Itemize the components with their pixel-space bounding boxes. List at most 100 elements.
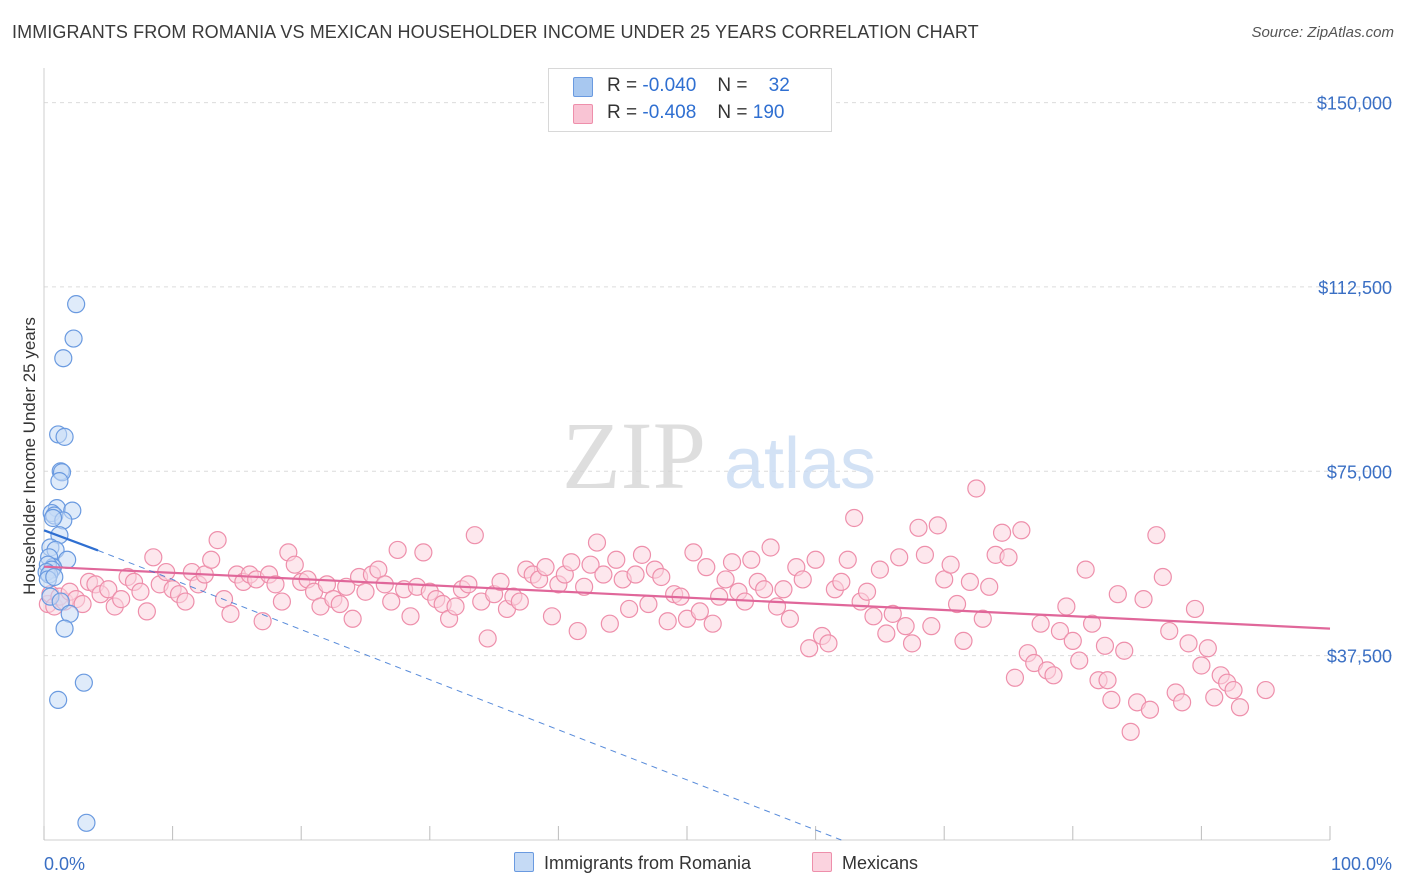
point-mexicans: [774, 580, 793, 599]
point-mexicans: [99, 580, 118, 599]
point-mexicans: [1102, 690, 1121, 709]
point-mexicans: [1173, 693, 1192, 712]
point-mexicans: [575, 577, 594, 596]
point-mexicans: [388, 540, 407, 560]
legend-swatch-romania: [573, 77, 593, 97]
point-mexicans: [703, 614, 722, 633]
point-mexicans: [915, 545, 935, 564]
point-mexicans: [1082, 614, 1102, 633]
legend-n-value: 190: [752, 102, 785, 123]
bottom-legend-mexicans[interactable]: Mexicans: [812, 852, 918, 874]
legend-n-label: N =: [717, 102, 748, 123]
chart-title: IMMIGRANTS FROM ROMANIA VS MEXICAN HOUSE…: [12, 22, 979, 42]
point-mexicans: [755, 580, 774, 599]
point-mexicans: [356, 582, 375, 601]
point-mexicans: [202, 550, 221, 569]
point-mexicans: [999, 548, 1018, 567]
point-mexicans: [1115, 641, 1134, 660]
point-mexicans: [562, 553, 581, 572]
point-mexicans: [272, 592, 292, 611]
point-mexicans: [626, 565, 645, 584]
point-mexicans: [459, 575, 478, 594]
point-mexicans: [1070, 651, 1089, 670]
point-mexicans: [832, 572, 851, 592]
point-mexicans: [890, 548, 909, 567]
point-mexicans: [1153, 567, 1172, 587]
point-romania: [55, 619, 74, 638]
point-mexicans: [767, 597, 787, 616]
point-mexicans: [980, 577, 999, 596]
point-mexicans: [1057, 597, 1076, 616]
x-tick-label: 100.0%: [1331, 854, 1392, 874]
point-mexicans: [1044, 666, 1063, 685]
point-romania: [74, 673, 93, 692]
point-mexicans: [343, 609, 362, 628]
legend-n-value: 32: [768, 75, 790, 96]
point-romania: [54, 349, 73, 368]
point-mexicans: [382, 592, 401, 611]
point-mexicans: [330, 594, 349, 614]
point-mexicans: [510, 592, 529, 611]
point-mexicans: [1205, 688, 1224, 707]
legend-swatch-mexicans: [573, 104, 593, 124]
tick-labels: $37,500 $75,000 $112,500 $150,000 0.0% 100.0%: [44, 94, 1392, 874]
legend-n-label: N =: [717, 75, 748, 96]
point-mexicans: [1198, 639, 1217, 658]
point-mexicans: [992, 523, 1012, 542]
point-romania: [64, 329, 83, 348]
x-tick-label: 0.0%: [44, 854, 85, 874]
point-mexicans: [1108, 585, 1127, 604]
point-mexicans: [819, 634, 838, 653]
point-mexicans: [845, 508, 864, 528]
bottom-legend-swatch-mexicans: [812, 852, 832, 872]
point-mexicans: [581, 555, 600, 574]
point-mexicans: [176, 592, 195, 611]
bottom-legend-label: Immigrants from Romania: [544, 853, 752, 873]
point-mexicans: [587, 533, 607, 552]
point-mexicans: [1005, 668, 1025, 687]
point-mexicans: [632, 545, 652, 564]
point-mexicans: [947, 594, 967, 614]
point-mexicans: [620, 599, 639, 619]
point-mexicans: [253, 612, 272, 631]
bottom-legend-label: Mexicans: [842, 853, 919, 873]
point-romania: [55, 427, 74, 446]
point-mexicans: [780, 609, 799, 628]
legend-r-value: -0.408: [642, 102, 697, 123]
legend-r-label: R =: [607, 102, 638, 123]
data-points: [37, 295, 1275, 832]
point-mexicans: [536, 558, 555, 577]
point-romania: [43, 508, 63, 528]
y-tick-label: $75,000: [1327, 462, 1392, 482]
point-mexicans: [1256, 680, 1275, 700]
point-romania: [49, 690, 68, 709]
point-mexicans: [446, 597, 465, 616]
point-mexicans: [607, 550, 626, 569]
y-tick-label: $150,000: [1317, 94, 1392, 114]
point-mexicans: [1076, 560, 1095, 579]
point-mexicans: [1050, 621, 1070, 641]
bottom-legend-swatch-romania: [514, 852, 534, 872]
point-mexicans: [491, 572, 510, 592]
source-attribution: Source: ZipAtlas.com: [1251, 24, 1394, 41]
point-mexicans: [478, 629, 497, 648]
point-mexicans: [857, 582, 877, 601]
point-mexicans: [877, 624, 896, 643]
point-mexicans: [941, 555, 960, 574]
point-mexicans: [902, 634, 922, 653]
point-mexicans: [401, 607, 420, 626]
point-mexicans: [806, 550, 825, 569]
point-mexicans: [896, 617, 915, 636]
point-romania: [67, 295, 86, 314]
point-mexicans: [793, 570, 812, 589]
point-mexicans: [465, 526, 484, 545]
point-mexicans: [73, 594, 92, 614]
point-mexicans: [684, 543, 703, 562]
bottom-legend-romania[interactable]: Immigrants from Romania: [514, 852, 751, 874]
point-mexicans: [1121, 722, 1140, 741]
point-mexicans: [112, 590, 131, 609]
legend-r-label: R =: [607, 75, 638, 96]
point-mexicans: [639, 594, 658, 614]
point-mexicans: [1147, 526, 1166, 545]
